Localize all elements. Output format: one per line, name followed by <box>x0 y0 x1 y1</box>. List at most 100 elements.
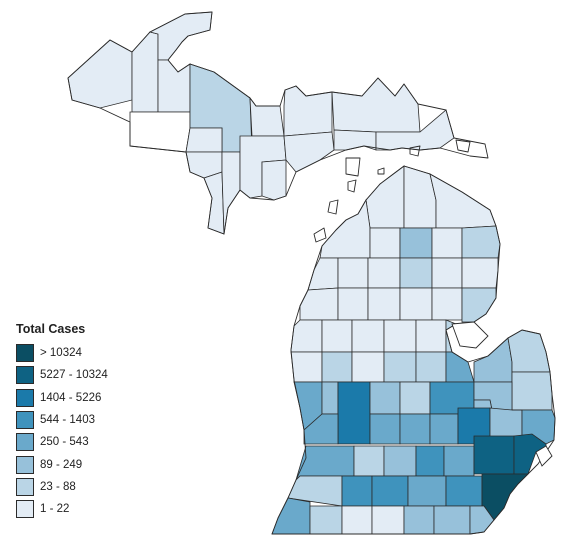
county-region <box>221 151 241 235</box>
island-small-2 <box>409 145 421 157</box>
legend-label: 250 - 543 <box>40 436 89 449</box>
county-region <box>249 96 285 137</box>
legend-swatch <box>16 477 34 496</box>
county-region <box>369 227 401 259</box>
county-region <box>507 329 551 373</box>
county-region <box>303 413 339 445</box>
county-region <box>337 257 369 289</box>
county-region <box>331 77 421 133</box>
county-region <box>321 381 339 415</box>
legend-title: Total Cases <box>16 322 86 336</box>
county-region <box>367 257 401 289</box>
county-region <box>415 319 447 353</box>
county-region <box>271 497 311 535</box>
county-region <box>367 287 401 321</box>
county-region <box>461 287 497 323</box>
county-region <box>461 225 501 259</box>
county-region <box>341 475 373 507</box>
county-region <box>399 287 433 321</box>
county-region <box>433 505 471 535</box>
legend-item: 1404 - 5226 <box>16 387 166 409</box>
county-region <box>148 11 213 61</box>
county-region <box>429 173 497 229</box>
drummond-island <box>455 139 471 153</box>
county-region <box>351 319 385 353</box>
legend-label: 1 - 22 <box>40 503 70 516</box>
legend-swatch <box>16 388 34 407</box>
county-region <box>473 435 515 475</box>
county-region <box>337 287 369 321</box>
beaver-island <box>345 157 361 177</box>
county-region <box>67 39 133 109</box>
county-region <box>399 413 431 445</box>
legend-item: 5227 - 10324 <box>16 364 166 386</box>
county-region <box>383 319 417 353</box>
legend-item: 1 - 22 <box>16 498 166 520</box>
saginaw-bay <box>451 321 489 349</box>
county-region <box>351 351 385 383</box>
county-region <box>415 351 447 383</box>
small-island-north <box>347 179 357 193</box>
county-region <box>261 159 287 201</box>
leelanau-tip <box>327 199 339 215</box>
legend: Total Cases > 10324 5227 - 10324 1404 - … <box>16 322 166 520</box>
legend-label: 89 - 249 <box>40 458 83 471</box>
county-region <box>371 475 409 507</box>
island-small-1 <box>377 167 385 175</box>
county-region <box>461 257 499 289</box>
county-region <box>321 351 353 383</box>
county-region <box>290 351 323 383</box>
county-region <box>403 505 435 535</box>
county-region <box>431 287 463 321</box>
county-region <box>309 505 343 535</box>
legend-label: 5227 - 10324 <box>40 369 108 382</box>
county-region <box>383 351 417 383</box>
county-region <box>431 257 463 289</box>
county-region <box>365 165 405 229</box>
county-region <box>131 31 159 113</box>
county-region <box>129 111 191 153</box>
county-region <box>445 475 483 507</box>
county-region <box>371 505 405 535</box>
legend-item: 544 - 1403 <box>16 409 166 431</box>
county-region <box>185 127 223 153</box>
legend-swatch <box>16 455 34 474</box>
legend-item: 89 - 249 <box>16 453 166 475</box>
legend-label: > 10324 <box>40 347 82 360</box>
county-layer <box>67 11 556 535</box>
upper-peninsula-outline <box>67 11 489 235</box>
legend-swatch <box>16 366 34 385</box>
county-region <box>399 227 433 259</box>
county-region <box>353 445 385 477</box>
county-region <box>407 475 447 507</box>
county-region <box>445 351 475 383</box>
county-region <box>299 287 339 321</box>
county-region <box>295 445 355 481</box>
legend-swatch <box>16 500 34 519</box>
legend-label: 544 - 1403 <box>40 414 95 427</box>
county-region <box>341 505 373 535</box>
county-region <box>511 371 553 411</box>
county-region <box>415 445 445 477</box>
legend-label: 23 - 88 <box>40 480 76 493</box>
lake-st-clair <box>535 445 553 467</box>
county-region <box>369 381 401 415</box>
county-region <box>399 381 431 415</box>
county-region <box>383 445 417 477</box>
county-region <box>429 413 459 445</box>
county-region <box>443 445 475 477</box>
county-region <box>321 319 353 353</box>
county-region <box>337 381 371 445</box>
state-outline-layer <box>67 11 556 535</box>
county-region <box>399 257 433 289</box>
legend-swatch <box>16 411 34 430</box>
legend-item: 250 - 543 <box>16 431 166 453</box>
legend-swatch <box>16 433 34 452</box>
county-region <box>203 171 225 235</box>
legend-label: 1404 - 5226 <box>40 391 102 404</box>
legend-item: > 10324 <box>16 342 166 364</box>
legend-item: 23 - 88 <box>16 476 166 498</box>
county-region <box>369 413 401 445</box>
county-region <box>290 319 323 353</box>
